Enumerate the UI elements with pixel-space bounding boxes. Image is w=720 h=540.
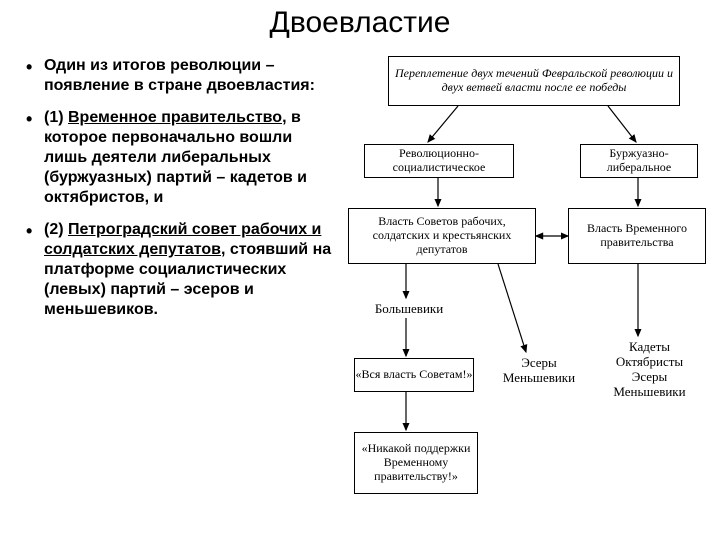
- diagram-branch-left: Революционно-социалистическое: [364, 144, 514, 178]
- diagram-right-parties-label: Кадеты Октябристы Эсеры Меньшевики: [602, 340, 697, 400]
- bullet-item: (2) Петроградский совет рабочих и солдат…: [24, 220, 334, 320]
- bullet-item: Один из итогов революции – появление в с…: [24, 56, 334, 96]
- diagram-power-left-text: Власть Советов рабочих, солдатских и кре…: [349, 215, 535, 256]
- bullet-list: Один из итогов революции – появление в с…: [24, 56, 334, 332]
- diagram-bolsheviks-label: Большевики: [364, 302, 454, 317]
- diagram-branch-right: Буржуазно-либеральное: [580, 144, 698, 178]
- diagram-top-text: Переплетение двух течений Февральской ре…: [389, 67, 679, 95]
- page-title: Двоевластие: [0, 0, 720, 40]
- diagram-sr-mensheviks-label: Эсеры Меньшевики: [496, 356, 582, 386]
- diagram-slogan-2: «Никакой поддержки Временному правительс…: [354, 432, 478, 494]
- diagram-slogan-2-text: «Никакой поддержки Временному правительс…: [355, 442, 477, 483]
- diagram-power-right-text: Власть Временного правительства: [569, 222, 705, 250]
- diagram-branch-right-text: Буржуазно-либеральное: [581, 147, 697, 175]
- diagram-slogan-1: «Вся власть Советам!»: [354, 358, 474, 392]
- bullet-item: (1) Временное правительство, в которое п…: [24, 108, 334, 208]
- diagram-power-right: Власть Временного правительства: [568, 208, 706, 264]
- diagram-top-box: Переплетение двух течений Февральской ре…: [388, 56, 680, 106]
- diagram-power-left: Власть Советов рабочих, солдатских и кре…: [348, 208, 536, 264]
- diagram-slogan-1-text: «Вся власть Советам!»: [356, 368, 473, 382]
- bullet-prefix: (2): [44, 221, 68, 238]
- diagram: Переплетение двух течений Февральской ре…: [348, 56, 708, 536]
- bullet-text: Один из итогов революции – появление в с…: [44, 57, 315, 94]
- bullet-prefix: (1): [44, 109, 68, 126]
- diagram-branch-left-text: Революционно-социалистическое: [365, 147, 513, 175]
- bullet-underline: Временное правительство: [68, 109, 282, 126]
